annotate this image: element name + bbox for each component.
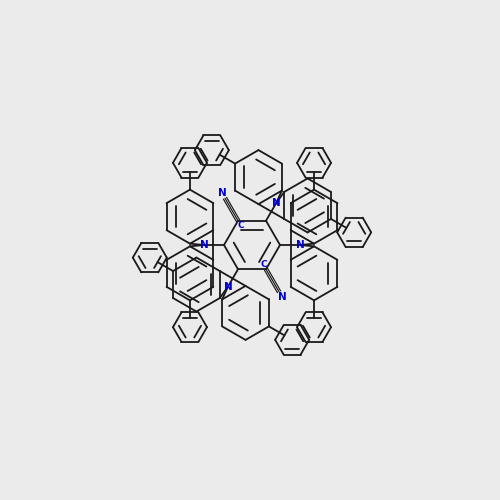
Text: C: C bbox=[260, 260, 267, 270]
Text: N: N bbox=[278, 292, 286, 302]
Text: N: N bbox=[218, 188, 226, 198]
Text: N: N bbox=[272, 198, 280, 208]
Text: C: C bbox=[237, 220, 244, 230]
Text: N: N bbox=[224, 282, 232, 292]
Text: N: N bbox=[296, 240, 304, 250]
Text: N: N bbox=[200, 240, 208, 250]
